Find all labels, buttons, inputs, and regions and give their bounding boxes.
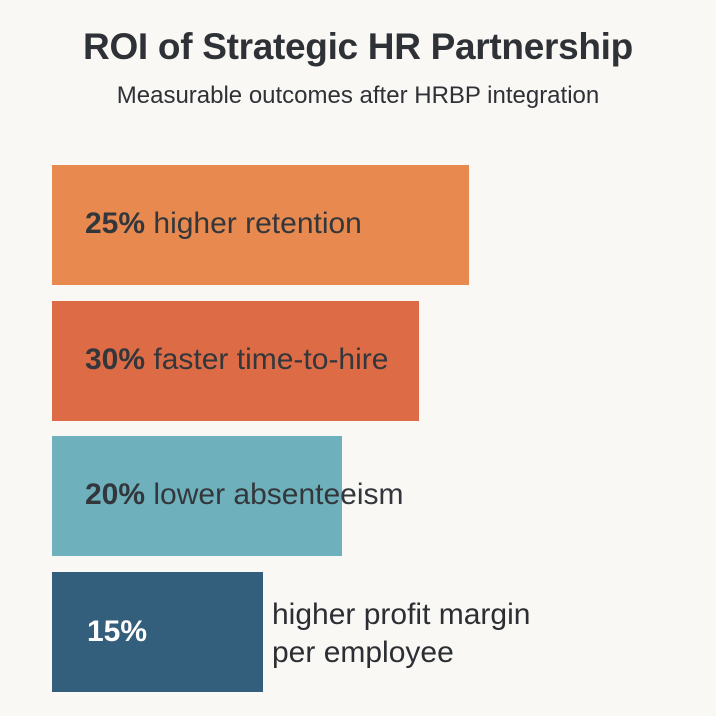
bar-value: 30% — [85, 343, 146, 376]
bar-value-profit-margin: 15% — [87, 615, 148, 648]
bar-text: lower absenteeism — [153, 478, 404, 511]
chart-subtitle: Measurable outcomes after HRBP integrati… — [116, 82, 600, 109]
bar-time-to-hire — [52, 301, 419, 421]
bar-value: 20% — [85, 478, 146, 511]
bar-text: faster time-to-hire — [153, 343, 389, 376]
bar-text-line2: per employee — [272, 636, 454, 669]
bar-text-line1: higher profit margin — [272, 598, 531, 631]
bar-absenteeism — [52, 436, 342, 556]
bar-label-time-to-hire: 30% faster time-to-hire — [85, 345, 388, 375]
bar-text: higher retention — [153, 207, 362, 240]
chart-title: ROI of Strategic HR Partnership — [83, 26, 633, 67]
bar-profit-margin — [52, 572, 263, 692]
bar-retention — [52, 165, 469, 285]
bar-label-absenteeism: 20% lower absenteeism — [85, 480, 404, 510]
bar-label-profit-margin: higher profit margin per employee — [272, 596, 530, 672]
bar-label-retention: 25% higher retention — [85, 209, 362, 239]
bar-value: 25% — [85, 207, 146, 240]
